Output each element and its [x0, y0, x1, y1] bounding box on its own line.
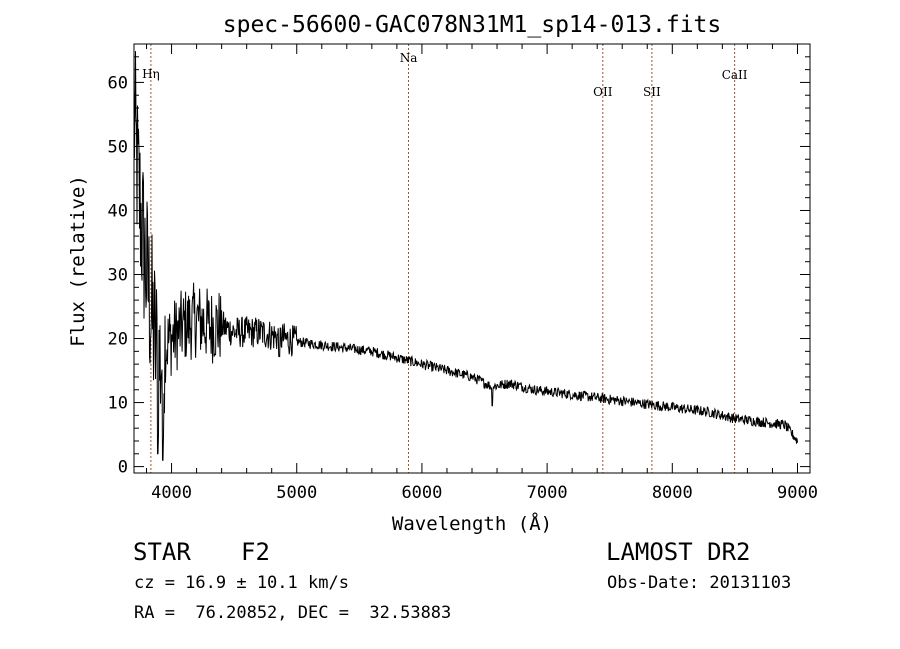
spectral-line-markers: Hη Na OII SII CaII — [142, 44, 748, 473]
x-tick-label: 4000 — [151, 483, 192, 503]
y-tick-label: 50 — [108, 137, 128, 157]
x-tick-label: 6000 — [401, 483, 442, 503]
y-tick-label: 60 — [108, 73, 128, 93]
y-tick-label: 30 — [108, 266, 128, 286]
x-axis: 4000 5000 6000 7000 8000 9000 — [146, 44, 818, 503]
y-axis: 0 10 20 30 40 50 60 — [108, 56, 810, 478]
y-tick-label: 10 — [108, 394, 128, 414]
spectral-subclass: F2 — [241, 538, 270, 566]
spectral-line-label: CaII — [722, 68, 748, 82]
spectral-line-label: Hη — [142, 67, 160, 81]
x-tick-label: 7000 — [527, 483, 568, 503]
survey-release: LAMOST DR2 — [606, 538, 751, 566]
spectral-line-label: SII — [643, 85, 661, 99]
object-type: STAR — [133, 538, 191, 566]
x-tick-label: 5000 — [276, 483, 317, 503]
x-tick-label: 9000 — [777, 483, 818, 503]
y-tick-label: 0 — [118, 458, 128, 478]
y-axis-label: Flux (relative) — [67, 175, 89, 347]
observation-date: Obs-Date: 20131103 — [607, 573, 792, 593]
spectrum-series-line — [133, 51, 798, 461]
y-tick-label: 40 — [108, 201, 128, 221]
chart-title: spec-56600-GAC078N31M1_sp14-013.fits — [223, 12, 722, 38]
redshift-velocity: cz = 16.9 ± 10.1 km/s — [134, 573, 349, 593]
x-axis-label: Wavelength (Å) — [392, 512, 552, 535]
x-tick-label: 8000 — [652, 483, 693, 503]
spectral-line-label: OII — [593, 85, 613, 99]
coordinates: RA = 76.20852, DEC = 32.53883 — [134, 603, 452, 623]
y-tick-label: 20 — [108, 330, 128, 350]
spectral-line-label: Na — [400, 51, 418, 65]
